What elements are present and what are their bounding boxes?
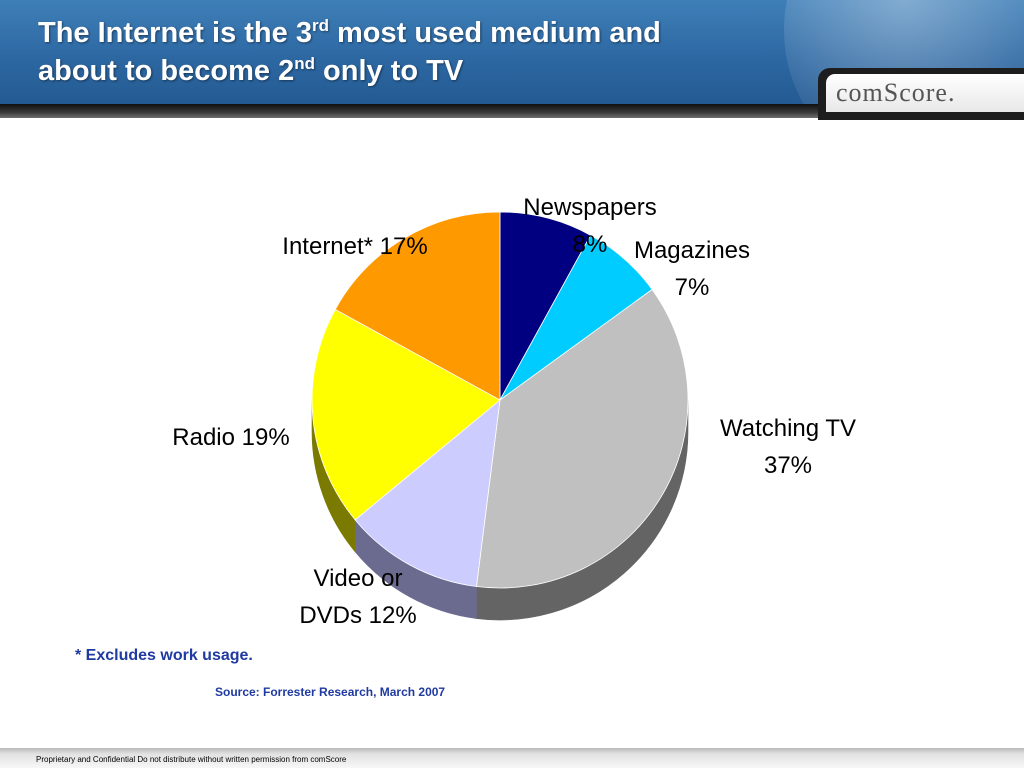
header-divider xyxy=(0,104,1024,118)
slide-title: The Internet is the 3rd most used medium… xyxy=(38,16,661,87)
slice-label-watching-tv: Watching TV 37% xyxy=(720,415,856,479)
footer-bar xyxy=(0,748,1024,768)
pie-slice-newspapers xyxy=(499,211,592,401)
slice-label-line: 37% xyxy=(764,452,812,479)
logo-wordmark: comScore. xyxy=(836,78,956,107)
slice-label-video-dvds: Video or DVDs 12% xyxy=(299,565,416,629)
slice-label-radio: Radio 19% xyxy=(172,424,289,451)
slice-label-line: Video or xyxy=(314,565,403,592)
slice-label-line: Newspapers xyxy=(523,194,656,221)
slice-label-line: 8% xyxy=(573,231,608,258)
slice-label-magazines: Magazines 7% xyxy=(634,237,750,301)
slice-label-internet: Internet* 17% xyxy=(282,233,427,260)
pie-slice-watching-tv xyxy=(475,288,689,589)
source-citation: Source: Forrester Research, March 2007 xyxy=(215,685,446,699)
logo-plate xyxy=(826,74,1024,112)
slice-label-line: Internet* 17% xyxy=(282,233,427,260)
title-banner: The Internet is the 3rd most used medium… xyxy=(0,0,1024,104)
slice-label-line: Watching TV xyxy=(720,415,856,442)
footer-disclaimer: Proprietary and Confidential Do not dist… xyxy=(36,755,347,764)
pie-slice-internet xyxy=(334,211,501,401)
pie-slice-video-dvds xyxy=(354,399,501,587)
slice-label-line: Magazines xyxy=(634,237,750,264)
slice-label-line: Radio 19% xyxy=(172,424,289,451)
pie-slice-radio xyxy=(311,308,501,521)
footnote: * Excludes work usage. xyxy=(75,647,253,664)
slice-label-line: 7% xyxy=(675,274,710,301)
pie-top xyxy=(311,211,689,589)
pie-side-walls xyxy=(311,399,689,621)
slice-label-newspapers: Newspapers 8% xyxy=(523,194,656,258)
slice-label-line: DVDs 12% xyxy=(299,602,416,629)
